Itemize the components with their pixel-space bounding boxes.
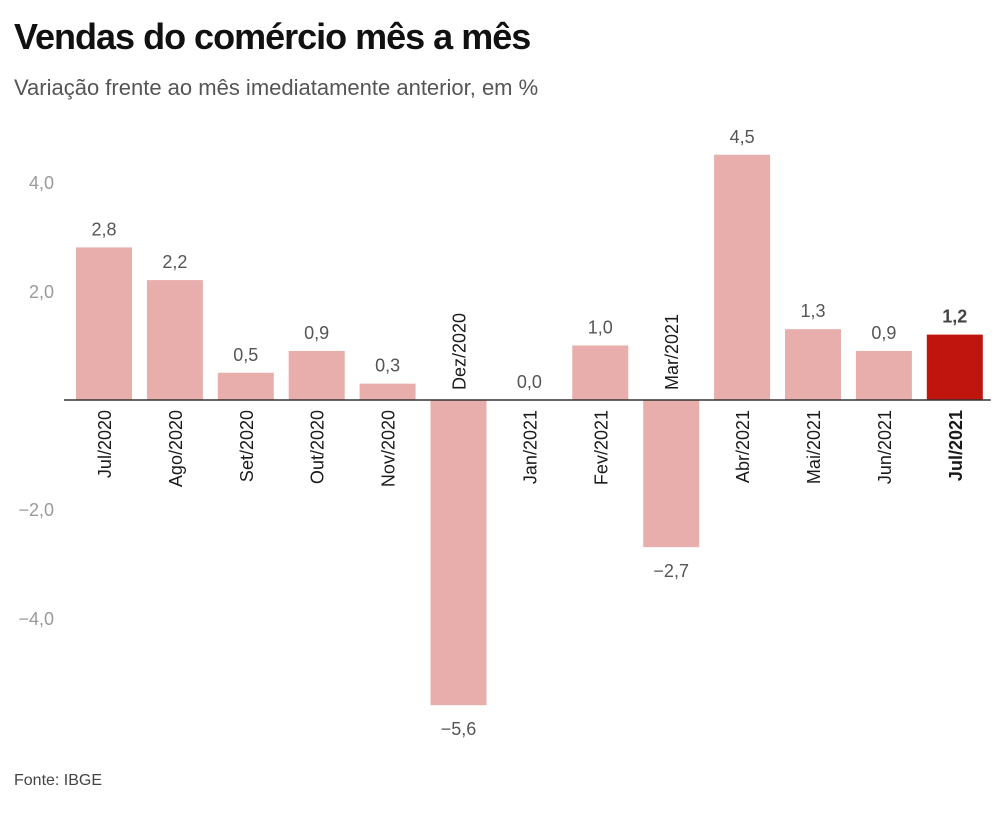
category-label: Mar/2021 [662, 314, 682, 390]
bar-abr-2021 [714, 154, 771, 400]
chart-subtitle: Variação frente ao mês imediatamente ant… [14, 75, 539, 100]
category-label: Fev/2021 [591, 410, 611, 485]
data-label: 1,3 [800, 301, 825, 321]
category-label: Out/2020 [308, 410, 328, 484]
bar-out-2020 [288, 350, 345, 400]
data-label: 2,2 [162, 252, 187, 272]
bar-jun-2021 [855, 350, 912, 400]
bar-dez-2020 [430, 400, 487, 706]
bar-mai-2021 [785, 329, 841, 400]
data-label: 0,3 [375, 356, 400, 376]
category-label: Abr/2021 [733, 410, 753, 483]
category-label: Jun/2021 [875, 410, 895, 484]
chart-title: Vendas do comércio mês a mês [14, 16, 531, 57]
data-label: 0,9 [304, 323, 329, 343]
data-label: −5,6 [441, 719, 477, 739]
category-label: Mai/2021 [804, 410, 824, 484]
y-tick-label: 2,0 [29, 282, 54, 302]
category-label: Jan/2021 [520, 410, 540, 484]
y-tick-label: 4,0 [29, 173, 54, 193]
data-label: 0,0 [517, 372, 542, 392]
category-label: Dez/2020 [450, 313, 470, 390]
data-label: 1,2 [942, 307, 967, 327]
bar-nov-2020 [359, 383, 416, 400]
data-label: 2,8 [91, 219, 116, 239]
category-label: Set/2020 [237, 410, 257, 482]
data-label: 0,5 [233, 345, 258, 365]
bar-ago-2020 [146, 280, 203, 400]
data-label: 4,5 [730, 127, 755, 147]
data-label: 1,0 [588, 318, 613, 338]
bar-set-2020 [217, 372, 274, 400]
bar-fev-2021 [572, 345, 629, 400]
category-label: Jul/2020 [95, 410, 115, 478]
bar-mar-2021 [643, 400, 700, 548]
category-label: Nov/2020 [379, 410, 399, 487]
data-label: 0,9 [871, 323, 896, 343]
y-tick-label: −4,0 [18, 609, 54, 629]
data-label: −2,7 [653, 561, 689, 581]
bar-jul-2020 [76, 247, 132, 400]
category-label: Jul/2021 [946, 410, 966, 481]
bar-jul-2021 [926, 334, 983, 400]
y-tick-label: −2,0 [18, 500, 54, 520]
category-label: Ago/2020 [166, 410, 186, 487]
source-note: Fonte: IBGE [14, 772, 103, 789]
